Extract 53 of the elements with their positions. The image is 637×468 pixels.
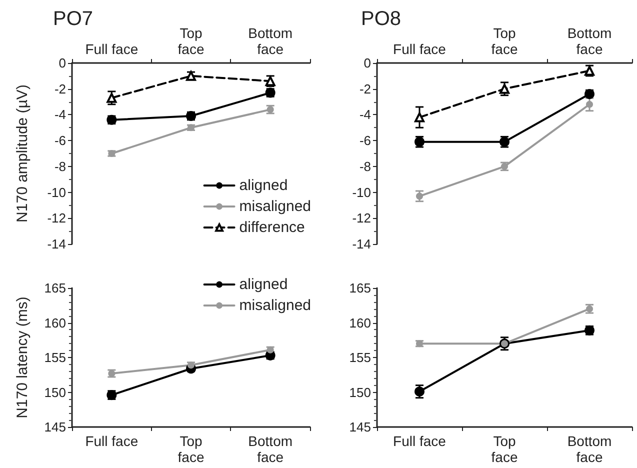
legend-label: misaligned <box>239 297 312 314</box>
chart-title: PO8 <box>361 8 402 30</box>
point <box>416 192 423 200</box>
y-tick-label: 150 <box>44 384 66 400</box>
y-tick-label: 155 <box>44 350 66 365</box>
y-tick-label: 150 <box>349 384 371 400</box>
y-tick-label: 0 <box>364 56 371 70</box>
point <box>188 362 194 369</box>
x-tick-label: Top face <box>178 433 204 465</box>
x-tick-label: Bottom face <box>567 433 612 465</box>
y-tick-label: -8 <box>359 158 371 174</box>
point <box>106 92 117 103</box>
point <box>414 112 424 122</box>
x-tick-label: Bottom face <box>248 25 293 57</box>
y-tick-label: -12 <box>352 210 371 226</box>
y-tick-label: -2 <box>54 81 66 96</box>
legend-label: aligned <box>239 276 288 293</box>
x-tick-label: Top face <box>491 25 518 57</box>
y-tick-label: 155 <box>349 350 371 365</box>
x-tick-label: Top face <box>491 433 518 465</box>
y-tick-label: 165 <box>44 280 66 296</box>
y-axis-title: N170 amplitude (µV) <box>14 84 31 222</box>
y-tick-label: 160 <box>44 315 66 330</box>
x-tick-label: Top face <box>178 25 204 57</box>
y-tick-label: -4 <box>54 107 66 122</box>
y-tick-label: -4 <box>359 107 371 122</box>
y-tick-label: 160 <box>349 315 371 330</box>
legend-label: misaligned <box>239 198 312 215</box>
y-tick-label: -6 <box>359 133 371 148</box>
x-tick-label: Full face <box>393 433 446 449</box>
y-tick-label: 0 <box>58 56 66 70</box>
y-tick-label: 165 <box>349 280 371 296</box>
y-tick-label: -10 <box>47 184 66 200</box>
x-tick-label: Bottom face <box>567 25 612 57</box>
point <box>586 100 593 108</box>
y-tick-label: -14 <box>352 236 371 252</box>
legend-label: difference <box>239 219 305 236</box>
y-tick-label: -10 <box>352 184 371 200</box>
y-tick-label: -2 <box>359 81 371 96</box>
y-axis-title: N170 latency (ms) <box>14 296 31 418</box>
legend-label: aligned <box>239 177 288 194</box>
x-tick-label: Bottom face <box>248 433 293 465</box>
x-tick-label: Full face <box>85 433 138 449</box>
x-tick-label: Full face <box>85 41 138 57</box>
y-tick-label: 145 <box>44 420 66 434</box>
y-tick-label: -14 <box>47 236 66 252</box>
y-tick-label: -12 <box>47 210 66 226</box>
y-tick-label: -6 <box>54 133 66 148</box>
x-tick-label: Full face <box>393 41 446 57</box>
point <box>500 84 510 94</box>
y-tick-label: 145 <box>349 420 371 434</box>
y-tick-label: -8 <box>54 158 66 174</box>
chart-title: PO7 <box>53 8 94 30</box>
